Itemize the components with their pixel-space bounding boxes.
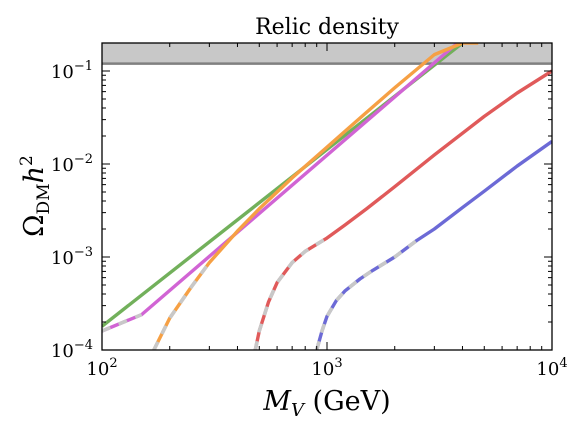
chart-title: Relic density [255, 15, 399, 40]
y-tick-label: 10−3 [51, 245, 93, 269]
series-dashed-overlay-5 [314, 239, 418, 350]
y-tick-label: 10−2 [51, 152, 93, 176]
x-tick-label: 104 [536, 356, 567, 380]
x-tick-label: 103 [311, 356, 342, 380]
x-tick-label: 102 [86, 356, 117, 380]
plot-frame [101, 42, 553, 351]
series-line-5 [315, 140, 552, 350]
axis-ticks: 102 103 104 10−4 10−3 10−2 10−1 [51, 42, 568, 380]
series-dashed-overlay-4 [253, 236, 328, 350]
series-line-3 [152, 43, 479, 350]
x-axis-label: MV (GeV) [262, 386, 390, 421]
series-dashed-overlay-3 [152, 261, 211, 350]
series-line-4 [253, 69, 552, 350]
y-tick-label: 10−1 [51, 59, 93, 83]
series-group [102, 43, 552, 350]
y-tick-label: 10−4 [51, 338, 93, 362]
series-dashed-overlay-2 [102, 312, 143, 333]
y-axis-label: ΩDMh2 [17, 155, 54, 237]
